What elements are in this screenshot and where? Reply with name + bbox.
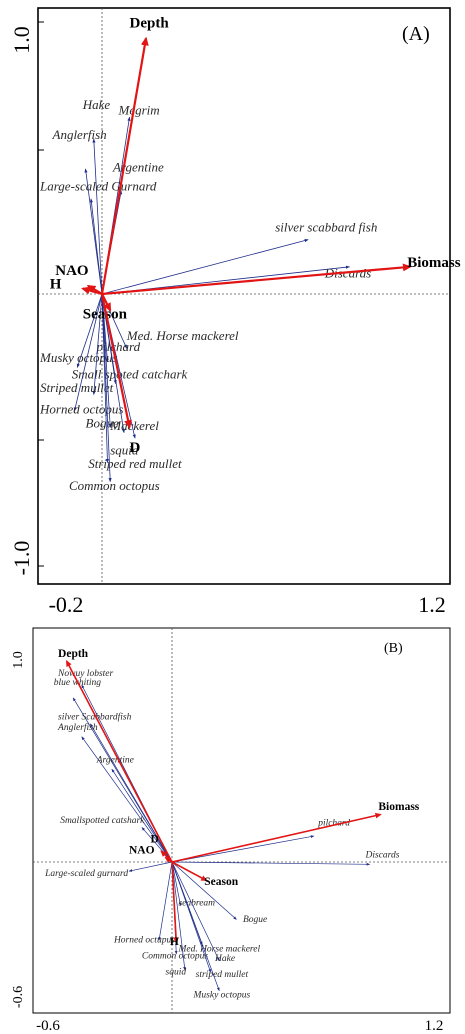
panel-b-variable-arrow-season <box>171 861 208 882</box>
panel-a-variable-arrow-d <box>100 293 132 430</box>
panel-b-species-label-striped-mullet: striped mullet <box>196 970 249 980</box>
panel-b-species-arrow-hake <box>171 861 220 962</box>
panel-b-species-label-large-scaled-gurnard: Large-scaled gurnard <box>44 869 128 879</box>
panel-b-ytick-label-bottom: -0.6 <box>11 986 26 1008</box>
panel-b-variable-arrow-biomass <box>171 812 382 863</box>
panel-a-variable-arrow-h <box>81 286 103 296</box>
panel-a-species-label-small-spoted-catchark: Small spoted catchark <box>72 366 188 381</box>
panel-b-species-arrow-large-scaled-gurnard <box>128 861 173 872</box>
panel-a-species-label-striped-red-mullet: Striped red mullet <box>88 456 182 471</box>
panel-b-species-arrow-silver-scabbardfish <box>89 723 173 863</box>
panel-b-species-label-musky-octopus: Musky octopus <box>193 991 251 1001</box>
panel-a-species-label-pilchard: pilchard <box>96 339 141 354</box>
panel-a-species-arrow-common-octopus <box>101 293 112 483</box>
panel-b-variable-arrow-depth <box>65 659 173 863</box>
panel-a-variable-label-nao: NAO <box>55 263 88 279</box>
panel-a-species-arrow-hake <box>92 138 103 295</box>
panel-b-species-arrow-pilchard <box>171 835 315 863</box>
panel-a-variable-label-h: H <box>50 277 62 293</box>
panel-a-species-arrow-silver-scabbard-fish <box>101 238 309 295</box>
panel-b-frame <box>32 627 451 1014</box>
panel-b-variable-label-d: D <box>151 834 159 846</box>
panel-a-species-label-large-scaled-gurnard: Large-scaled Gurnard <box>39 179 157 194</box>
panel-a-species-label-striped-mullet: Striped mullet <box>40 380 114 395</box>
panel-a-species-label-musky-octopus: Musky octopus <box>39 350 118 365</box>
panel-b-species-label-pilchard: pilchard <box>317 818 350 828</box>
panel-b-variable-arrow-d <box>160 850 173 863</box>
panel-b-species-arrow-anglerfish <box>81 736 173 863</box>
panel-a-species-label-bogue: Bogue <box>86 415 119 430</box>
panel-b-variable-label-season: Season <box>204 876 238 888</box>
panel-a: Hake Megrim Anglerfish Argentine Large-scale… <box>9 7 461 617</box>
panel-a-variable-arrow-depth <box>100 36 149 295</box>
panel-b-species-label-smallspotted-catshark: Smallspotted catshark <box>60 816 145 826</box>
panel-b-tag: (B) <box>384 641 403 656</box>
panel-a-species-arrow-striped-mullet <box>92 293 103 396</box>
panel-a-species-label-megrim: Megrim <box>118 102 160 117</box>
panel-a-variable-label-d: D <box>130 440 141 456</box>
panel-b-variable-label-nao: NAO <box>129 844 155 856</box>
panel-b-species-arrow-musky-octopus <box>171 861 220 992</box>
panel-a-species-label-mackerel: Mackerel <box>109 418 159 433</box>
panel-a-species-arrow-large-scaled-gurnard <box>89 198 103 295</box>
panel-a-species-vectors: Hake Megrim Anglerfish Argentine Large-scale… <box>39 97 377 493</box>
panel-a-ytick-label-bottom: -1.0 <box>9 541 34 576</box>
panel-b-species-arrow-horned-octupus <box>158 861 173 941</box>
panel-a-species-label-squid: squid <box>110 442 139 457</box>
panel-a-species-label-common-octopus: Common octopus <box>69 478 160 493</box>
panel-b-species-arrow-discards <box>171 861 371 866</box>
panel-a-variable-arrow-biomass <box>101 263 412 296</box>
panel-a-variable-label-depth: Depth <box>130 15 170 31</box>
panel-b-xtick-label-right: 1.2 <box>425 1018 444 1034</box>
panel-a-species-label-silver-scabbard-fish: silver scabbard fish <box>275 219 377 234</box>
panel-b-species-label-argentine: Argentine <box>96 756 134 766</box>
panel-a-ytick-label-top: 1.0 <box>9 26 34 54</box>
panel-a-species-arrow-musky-octopus <box>76 293 103 368</box>
panel-a-species-label-horned-octopus: Horned octopus <box>39 402 123 417</box>
panel-a-frame <box>37 7 451 585</box>
panel-b-species-label-bogue: Bogue <box>243 915 267 925</box>
panel-b-species-arrow-bogue <box>171 861 237 920</box>
panel-b-xtick-label-left: -0.6 <box>36 1018 60 1034</box>
panel-a-species-label-argentine: Argentine <box>112 160 164 175</box>
panel-b-species-label-horned-octupus: Horned octupus <box>113 936 175 946</box>
panel-b-species-label-seabream: seabream <box>178 899 215 909</box>
panel-b-variable-label-depth: Depth <box>58 648 89 660</box>
panel-b-species-label-squid: squid <box>166 968 187 978</box>
panel-a-species-label-hake: Hake <box>82 97 111 112</box>
panel-b-ytick-label-top: 1.0 <box>11 651 26 669</box>
panel-b-species-label-silver-scabbardfish: silver Scabbardfish <box>58 711 132 722</box>
panel-a-variable-label-biomass: Biomass <box>407 255 461 271</box>
panel-b-species-label-med-horse-mackerel: Med. Horse mackerel <box>177 945 260 955</box>
panel-a-species-label-anglerfish: Anglerfish <box>52 127 107 142</box>
panel-b-species-arrow-squid <box>171 861 186 971</box>
panel-b-species-arrow-seabream <box>171 861 182 907</box>
panel-a-species-label-med-horse-mackerel: Med. Horse mackerel <box>126 328 239 343</box>
panel-a-species-arrow-horned-octopus <box>73 293 103 412</box>
panel-b-species-label-hake: Hake <box>214 954 235 964</box>
panel-b-variable-label-biomass: Biomass <box>378 801 419 813</box>
panel-b-variable-arrow-h <box>171 861 179 944</box>
panel-b-species-label-common-octopus: Common octopus <box>142 952 209 962</box>
panel-a-xtick-label-left: -0.2 <box>49 592 84 617</box>
panel-b-species-label-discards: Discards <box>365 851 400 861</box>
panel-b-species-label-anglerfish: Anglerfish <box>57 722 98 733</box>
panel-b-species-arrow-argentine <box>111 768 173 863</box>
panel-b-species-label-nowuy-lobster: Nowuy lobster <box>57 669 113 679</box>
panel-a-tag: (A) <box>402 23 430 45</box>
panel-b-variable-label-h: H <box>170 936 179 948</box>
panel-a-xtick-label-right: 1.2 <box>418 592 446 617</box>
